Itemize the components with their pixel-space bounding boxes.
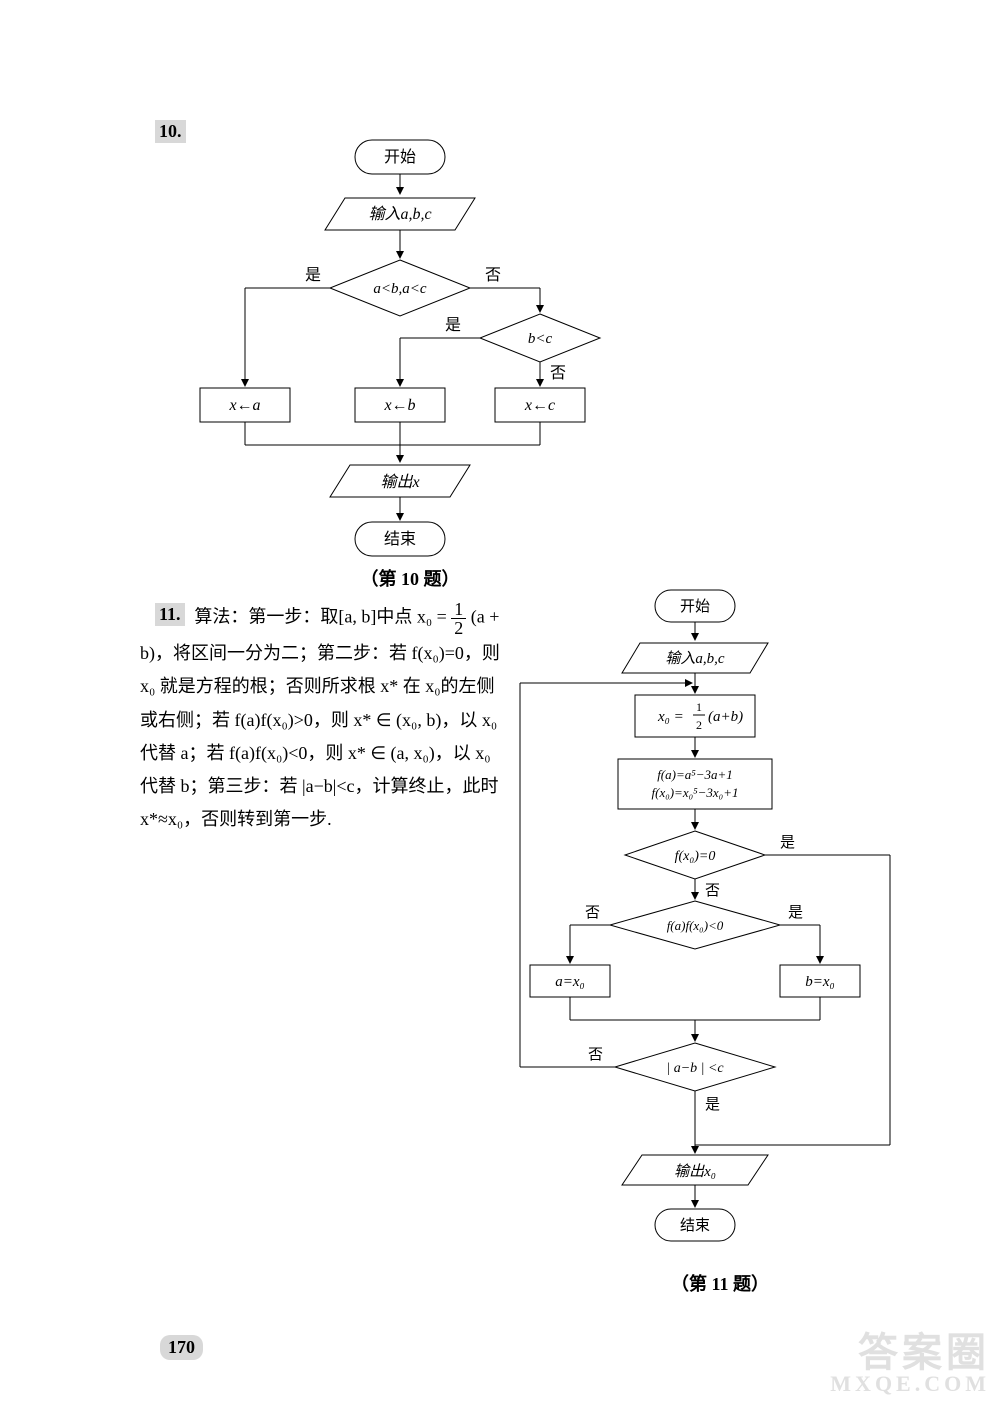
- flowchart-10: 开始 输入a,b,c a<b,a<c 是 否 b<c 是 否 x←a x←b: [190, 130, 790, 570]
- q11-prose-prefix: 算法：第一步：取[a, b]中点 x₀ =: [194, 607, 451, 627]
- edge-d1-no: 否: [485, 267, 501, 284]
- e11-dtol-no: 否: [588, 1047, 603, 1063]
- q11-prose-rest: (a + b)，将区间一分为二；第二步：若 f(x₀)=0，则 x₀ 就是方程的…: [140, 607, 500, 830]
- watermark-sub: MXQE.COM: [830, 1373, 990, 1395]
- page: 10. 开始 输入a,b,c a<b,a<c 是 否 b<c 是: [0, 0, 1000, 1405]
- t11-end: 结束: [680, 1217, 710, 1234]
- text-out: 输出x: [380, 473, 419, 491]
- frac-den: 2: [451, 619, 466, 637]
- t11-start: 开始: [680, 598, 710, 615]
- edge-d2-no: 否: [550, 365, 566, 382]
- text-pc: x←c: [524, 397, 555, 414]
- text-start: 开始: [384, 148, 416, 166]
- text-pb: x←b: [383, 397, 415, 414]
- svg-text:(a+b): (a+b): [708, 709, 743, 725]
- q10-label: 10.: [155, 120, 186, 143]
- t11-f2: f(x₀)=x₀⁵−3x₀+1: [652, 785, 739, 800]
- t11-dzero: f(x₀)=0: [675, 849, 716, 864]
- t11-pa: a=x₀: [555, 974, 585, 990]
- t11-f1: f(a)=a⁵−3a+1: [657, 767, 733, 782]
- e11-dsign-no: 否: [585, 905, 600, 921]
- t11-dsign: f(a)f(x₀)<0: [667, 918, 724, 933]
- edge-d1-yes: 是: [305, 267, 321, 284]
- watermark-main: 答案圈: [830, 1333, 990, 1373]
- text-d1: a<b,a<c: [373, 281, 426, 297]
- t11-pb: b=x₀: [805, 974, 835, 990]
- e11-dzero-no: 否: [705, 883, 720, 899]
- caption-10: （第 10 题）: [330, 565, 490, 591]
- svg-text:2: 2: [696, 718, 702, 732]
- text-d2: b<c: [528, 331, 553, 347]
- t11-out: 输出x₀: [674, 1163, 716, 1180]
- frac-num: 1: [451, 600, 466, 619]
- svg-text:x₀ =: x₀ =: [657, 709, 684, 725]
- flowchart-11: 开始 输入a,b,c x₀ = 1 2 (a+b) f(a)=a⁵−3a+1 f…: [510, 585, 930, 1265]
- e11-dsign-yes: 是: [788, 905, 803, 921]
- text-input: 输入a,b,c: [368, 205, 431, 223]
- svg-text:1: 1: [696, 700, 702, 714]
- e11-dzero-yes: 是: [780, 835, 795, 851]
- e11-dtol-yes: 是: [705, 1097, 720, 1113]
- edge-d2-yes: 是: [445, 317, 461, 334]
- t11-dtol: | a−b | <c: [666, 1061, 724, 1076]
- watermark: 答案圈 MXQE.COM: [830, 1333, 990, 1395]
- q11-prose: 11. 算法：第一步：取[a, b]中点 x₀ = 1 2 (a + b)，将区…: [140, 600, 500, 837]
- text-pa: x←a: [228, 397, 260, 414]
- page-number: 170: [160, 1335, 203, 1360]
- caption-11: （第 11 题）: [640, 1270, 800, 1296]
- text-end: 结束: [384, 530, 416, 548]
- t11-input: 输入a,b,c: [665, 650, 725, 667]
